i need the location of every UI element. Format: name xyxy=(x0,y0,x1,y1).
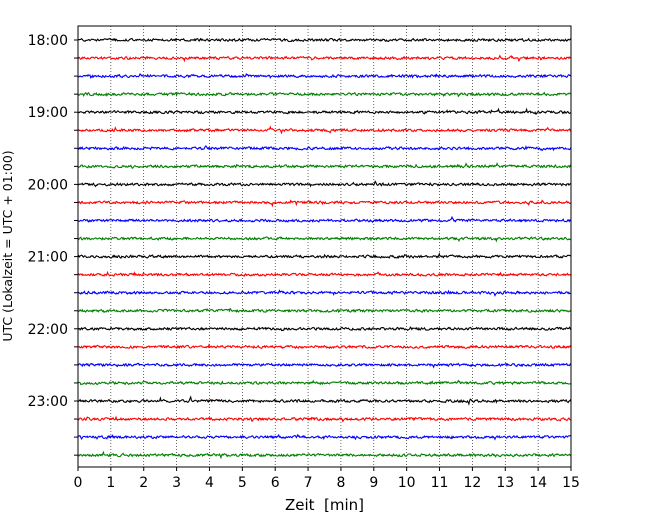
trace-2145 xyxy=(77,307,572,314)
x-tick-label: 7 xyxy=(304,475,313,491)
y-tick-label: 21:00 xyxy=(28,250,68,266)
x-tick-label: 3 xyxy=(172,475,181,491)
x-tick-label: 10 xyxy=(398,475,416,491)
trace-2230 xyxy=(77,362,572,369)
y-tick-label: 23:00 xyxy=(28,394,68,410)
trace-1845 xyxy=(77,91,572,98)
plot-frame xyxy=(77,25,572,468)
trace-1800 xyxy=(77,37,572,43)
trace-1915 xyxy=(77,125,572,135)
x-tick-label: 9 xyxy=(369,475,378,491)
x-axis-label: Zeit [min] xyxy=(285,496,364,514)
trace-group xyxy=(77,37,572,460)
trace-1900 xyxy=(77,107,572,115)
trace-2045 xyxy=(77,236,572,243)
x-tick-label: 1 xyxy=(106,475,115,491)
trace-2300 xyxy=(77,395,572,406)
x-tick-label: 4 xyxy=(205,475,214,491)
x-axis: 0 1 2 3 4 5 6 7 8 9 10 11 12 13 14 15 xyxy=(74,467,580,491)
x-tick-label: 13 xyxy=(496,475,514,491)
y-axis-label: UTC (Lokalzeit = UTC + 01:00) xyxy=(0,150,15,341)
trace-1945 xyxy=(77,161,572,169)
trace-2245 xyxy=(77,379,572,386)
x-tick-label: 15 xyxy=(562,475,580,491)
trace-2115 xyxy=(77,270,572,277)
y-tick-label: 18:00 xyxy=(28,33,68,49)
x-tick-label: 11 xyxy=(431,475,449,491)
trace-1815 xyxy=(77,54,572,63)
y-tick-label: 19:00 xyxy=(28,105,68,121)
x-tick-label: 0 xyxy=(74,475,83,491)
trace-2315 xyxy=(77,415,572,423)
y-axis: 18:00 19:00 20:00 21:00 22:00 23:00 xyxy=(28,33,78,456)
trace-2015 xyxy=(77,199,572,208)
x-tick-label: 2 xyxy=(139,475,148,491)
trace-2215 xyxy=(77,343,572,350)
trace-2000 xyxy=(77,180,572,188)
trace-2200 xyxy=(77,326,572,332)
trace-2330 xyxy=(77,433,572,441)
x-tick-label: 14 xyxy=(529,475,547,491)
x-tick-label: 12 xyxy=(463,475,481,491)
x-tick-label: 5 xyxy=(238,475,247,491)
trace-2100 xyxy=(77,252,572,259)
x-tick-label: 8 xyxy=(336,475,345,491)
trace-1830 xyxy=(77,73,572,80)
y-tick-label: 22:00 xyxy=(28,322,68,338)
trace-2130 xyxy=(77,289,572,297)
trace-1930 xyxy=(77,145,572,152)
trace-2030 xyxy=(77,215,572,224)
x-tick-label: 6 xyxy=(271,475,280,491)
y-tick-label: 20:00 xyxy=(28,177,68,193)
trace-2345 xyxy=(77,450,572,460)
